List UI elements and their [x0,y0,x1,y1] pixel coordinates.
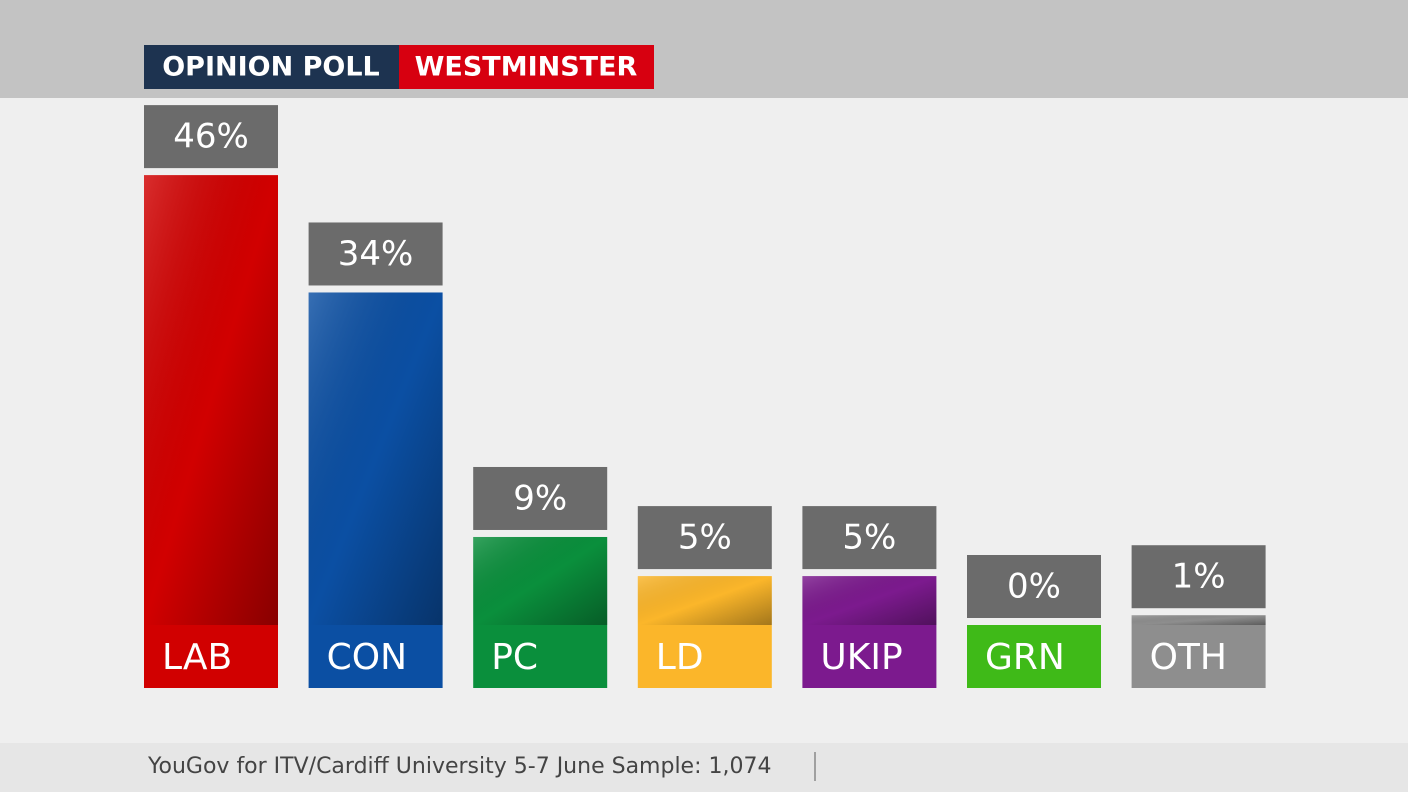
value-label: 9% [513,478,567,518]
bar-shade [308,292,443,625]
title-box [144,45,399,89]
category-label: GRN [985,637,1065,678]
chart-subtitle: WESTMINSTER [415,52,638,83]
bar-shade [637,576,772,625]
value-label: 0% [1007,567,1061,607]
bar-shade [144,175,278,625]
value-label: 5% [678,518,732,558]
value-label: 46% [173,117,249,157]
category-box [144,625,278,688]
category-label: UKIP [820,637,902,678]
category-box [967,625,1101,688]
chart-title: OPINION POLL [162,52,380,83]
footer-band [0,743,1408,792]
category-box [473,625,608,688]
value-label: 5% [842,518,896,558]
value-label: 1% [1172,557,1226,597]
bar-shade [1131,615,1266,625]
category-box [637,625,772,688]
category-label: CON [327,637,407,678]
value-box [1131,545,1266,609]
value-box [473,466,608,530]
value-box [144,105,278,169]
bar-shade [802,576,937,625]
category-label: LD [656,637,704,678]
category-label: LAB [162,637,232,678]
subtitle-box [399,45,654,89]
value-box [637,506,772,570]
value-label: 34% [338,234,414,274]
category-label: OTH [1150,637,1227,678]
source-note: YouGov for ITV/Cardiff University 5-7 Ju… [147,754,771,779]
category-box [308,625,443,688]
category-box [802,625,937,688]
category-label: PC [491,637,538,678]
value-box [308,222,443,286]
bar-shade [473,536,608,625]
value-box [967,555,1101,618]
value-box [802,506,937,570]
category-box [1131,625,1266,688]
